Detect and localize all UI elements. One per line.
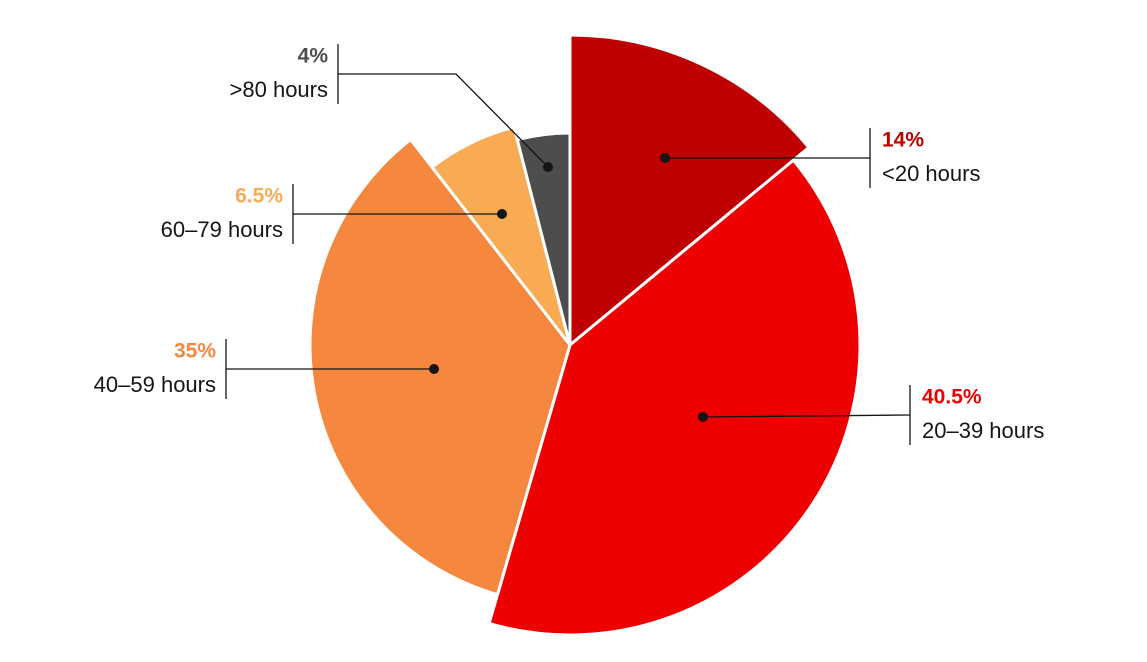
value-label: 35% (174, 340, 216, 363)
category-label: >80 hours (230, 77, 328, 102)
pie-slice (430, 125, 572, 347)
pie-slice (515, 131, 572, 347)
leader-dot (497, 209, 507, 219)
leader-dot (698, 412, 708, 422)
leader-line (338, 73, 549, 168)
pie-slice (568, 33, 811, 347)
labels: 14% <20 hours 40.5% 20–39 hours 35% 40–59 hou… (94, 44, 1044, 445)
value-label: 14% (882, 129, 924, 152)
leader-dot (429, 364, 439, 374)
value-label: 6.5% (235, 185, 283, 208)
category-label: 60–79 hours (161, 217, 283, 242)
category-label: 20–39 hours (922, 418, 1044, 443)
value-label: 40.5% (922, 386, 982, 409)
pie-slice (308, 138, 572, 597)
leader-dot (543, 162, 553, 172)
leader-line (702, 414, 911, 418)
pie (308, 33, 862, 637)
pie-slice (487, 158, 862, 637)
category-label: 40–59 hours (94, 372, 216, 397)
leader-dot (660, 153, 670, 163)
value-label: 4% (298, 45, 329, 68)
category-label: <20 hours (882, 161, 980, 186)
